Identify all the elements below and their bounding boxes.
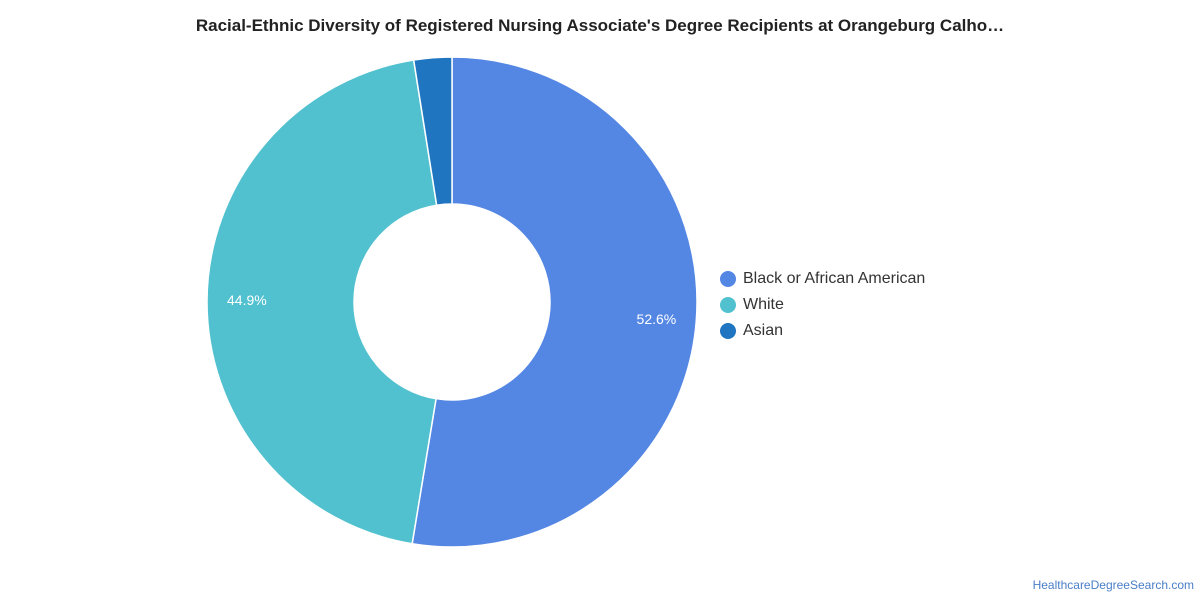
legend: Black or African American White Asian	[720, 266, 925, 344]
legend-swatch	[720, 323, 736, 339]
legend-label: White	[743, 296, 784, 313]
donut-slice-black-or-african-american[interactable]	[411, 56, 698, 548]
source-watermark[interactable]: HealthcareDegreeSearch.com	[1032, 578, 1194, 592]
legend-item-white[interactable]: White	[720, 292, 925, 318]
legend-swatch	[720, 297, 736, 313]
donut-slice-white[interactable]	[206, 59, 438, 545]
slice-value-label: 52.6%	[637, 311, 677, 327]
chart-title: Racial-Ethnic Diversity of Registered Nu…	[195, 16, 1005, 35]
legend-item-asian[interactable]: Asian	[720, 318, 925, 344]
legend-label: Asian	[743, 322, 784, 339]
legend-label: Black or African American	[743, 270, 926, 287]
donut-slice-asian[interactable]	[412, 56, 453, 207]
slice-value-label: 44.9%	[227, 292, 267, 308]
legend-swatch	[720, 271, 736, 287]
legend-item-black-or-african-american[interactable]: Black or African American	[720, 266, 925, 292]
